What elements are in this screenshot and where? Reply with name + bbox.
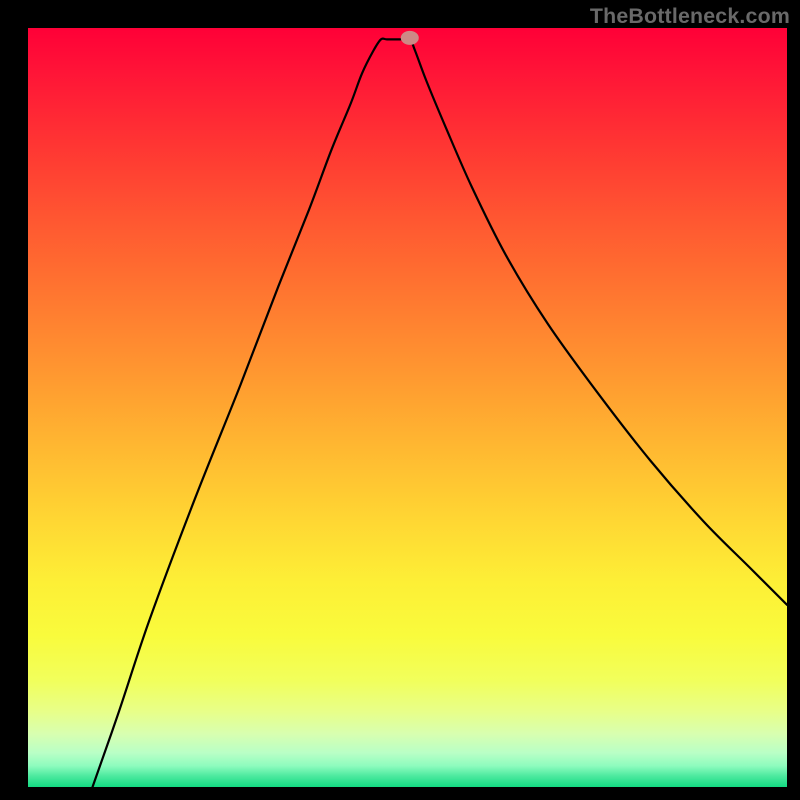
watermark-text: TheBottleneck.com xyxy=(590,4,790,29)
bottleneck-curve-plot xyxy=(28,28,787,787)
optimal-point-marker xyxy=(401,31,419,45)
chart-frame: { "watermark": { "text": "TheBottleneck.… xyxy=(0,0,800,800)
gradient-background xyxy=(28,28,787,787)
